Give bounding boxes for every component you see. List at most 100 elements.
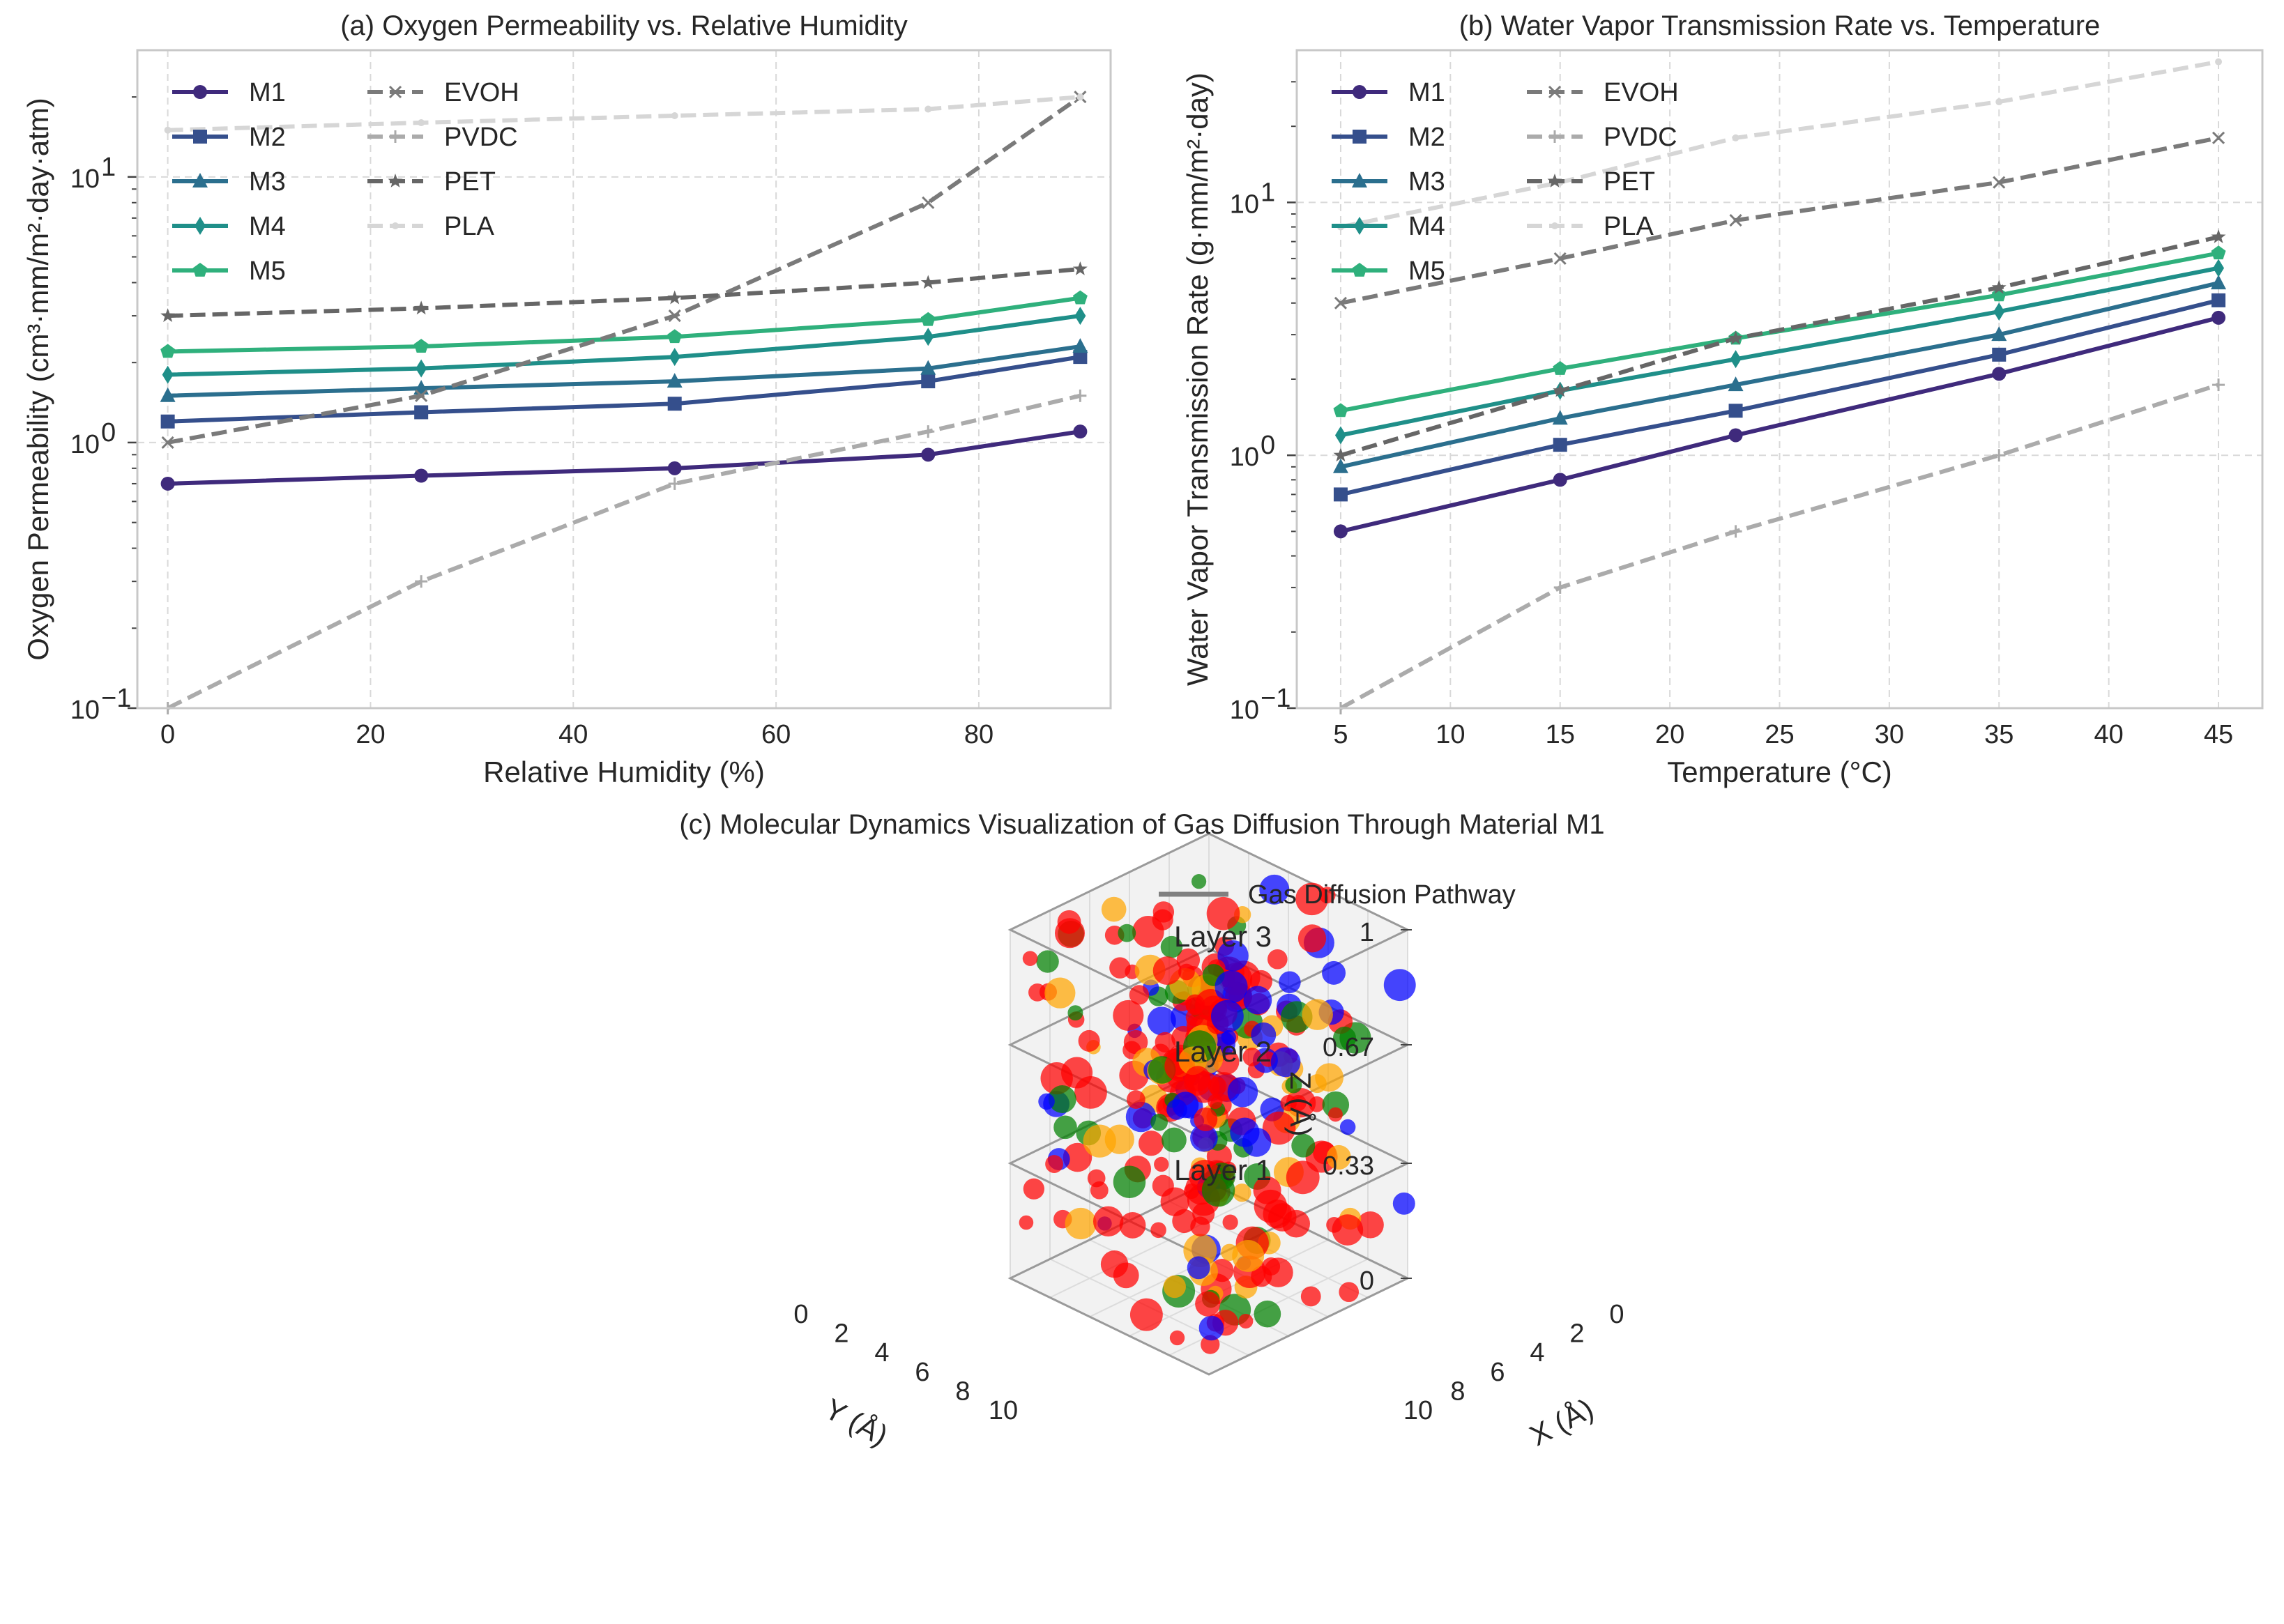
data-point-m3: [1991, 326, 2007, 342]
series-pet: [160, 261, 1088, 322]
data-point-m2: [1992, 347, 2007, 362]
x-tick-label: 35: [1984, 720, 2013, 749]
atom: [1190, 1124, 1218, 1152]
y-axis-label: Y (Å): [819, 1392, 893, 1452]
x-tick-label: 4: [1530, 1338, 1544, 1368]
series-m1: [1333, 310, 2226, 539]
data-point-evoh-b: [2211, 131, 2225, 144]
legend-marker: [388, 174, 403, 187]
legend-label: M1: [249, 78, 286, 107]
y-tick-label: 10: [70, 430, 100, 459]
data-point-m3: [2211, 275, 2227, 290]
data-point-m2: [667, 397, 682, 411]
atom: [1270, 1047, 1301, 1078]
legend-label: M4: [1408, 212, 1445, 241]
data-point-evoh: [1729, 213, 1742, 227]
atom: [1154, 1156, 1169, 1172]
panel-b-water-vapor-transmission: 10 −110 010 15 10 15 20 25 30 35 40 45(b) Water Vap…: [1181, 10, 2264, 788]
legend-item-m3: M3: [172, 167, 286, 197]
atom: [1191, 874, 1207, 889]
atom: [1101, 896, 1127, 922]
atom: [1221, 1029, 1236, 1045]
atom: [1392, 1192, 1415, 1215]
data-point-m5: [1333, 403, 1348, 418]
atom: [1038, 1093, 1055, 1110]
data-point-pvdc: [1553, 581, 1567, 594]
atom: [1242, 1048, 1262, 1066]
data-point-pet: [1333, 447, 1348, 462]
series-m1: [160, 424, 1088, 491]
legend-marker: [192, 263, 208, 277]
atom: [1044, 977, 1076, 1009]
legend-marker: [1352, 263, 1367, 277]
plot-frame: [1295, 49, 2264, 710]
atom: [1227, 1076, 1258, 1108]
atom: [1208, 1077, 1227, 1096]
data-point-m2: [1553, 438, 1567, 452]
x-tick-label: 20: [356, 720, 385, 749]
atom: [1210, 999, 1244, 1033]
legend-label: PVDC: [1604, 123, 1677, 152]
atom: [1285, 1076, 1302, 1094]
data-point-m5: [413, 339, 429, 353]
data-point-m1: [1333, 524, 1348, 539]
atom: [1291, 1133, 1316, 1158]
legend-label: Gas Diffusion Pathway: [1248, 880, 1516, 910]
atom: [1152, 956, 1182, 986]
x-tick-label: 2: [1569, 1319, 1584, 1349]
legend-item-m3: M3: [1332, 167, 1445, 197]
atom: [1357, 1211, 1384, 1239]
atoms: [1019, 874, 1416, 1354]
legend-label: M4: [249, 212, 286, 241]
data-point-pet: [1991, 279, 2007, 294]
atom: [1185, 997, 1204, 1016]
data-point-pet: [1728, 330, 1744, 345]
data-point-evoh-b: [415, 389, 428, 402]
data-point-evoh: [2211, 131, 2225, 144]
atom: [1147, 1006, 1176, 1036]
legend-marker: [195, 217, 206, 235]
data-point-pla: [164, 126, 172, 134]
atom: [1057, 910, 1081, 934]
data-point-m1: [1728, 428, 1743, 443]
data-point-m3: [1552, 410, 1568, 425]
legend-label: EVOH: [1604, 78, 1679, 107]
y-tick-label: 10: [1230, 443, 1259, 472]
data-point-m1: [921, 447, 936, 462]
atom: [1023, 1178, 1044, 1200]
y-axis-label: Oxygen Permeability (cm³·mm/m²·day·atm): [22, 98, 54, 660]
x-tick-label: 10: [1436, 720, 1465, 749]
data-point-pla: [418, 119, 425, 127]
atom: [1067, 1005, 1083, 1021]
atom: [1129, 1298, 1163, 1331]
z-tick-label: 0: [1360, 1266, 1374, 1296]
y-tick-label: 4: [874, 1338, 889, 1368]
data-point-m5: [1553, 360, 1568, 375]
x-tick-label: 60: [761, 720, 791, 749]
atom: [1307, 1074, 1327, 1094]
data-point-evoh-b: [1729, 213, 1742, 227]
data-point-m3: [1332, 458, 1348, 473]
atom: [1194, 1107, 1218, 1131]
legend-label: M3: [249, 167, 286, 197]
x-tick-label: 40: [2094, 720, 2124, 749]
y-tick-label: 0: [793, 1300, 808, 1329]
legend: Gas Diffusion Pathway: [1159, 880, 1516, 910]
data-point-pvdc: [1993, 449, 2006, 462]
data-point-m4: [162, 365, 174, 384]
atom: [1259, 874, 1290, 905]
data-point-m4: [416, 359, 427, 378]
data-point-m2: [1728, 404, 1743, 418]
atom: [1078, 1029, 1100, 1052]
y-tick-label: 6: [915, 1358, 929, 1387]
data-point-evoh-b: [161, 436, 174, 449]
data-point-pla: [671, 112, 678, 120]
chart-title: (b) Water Vapor Transmission Rate vs. Te…: [1459, 10, 2101, 41]
data-point-m4: [922, 328, 934, 346]
atom: [1109, 957, 1131, 979]
chart-title: (c) Molecular Dynamics Visualization of …: [679, 809, 1604, 840]
data-point-m3: [667, 373, 683, 388]
legend-item-m1: M1: [1332, 78, 1445, 107]
atom: [1083, 1124, 1116, 1158]
